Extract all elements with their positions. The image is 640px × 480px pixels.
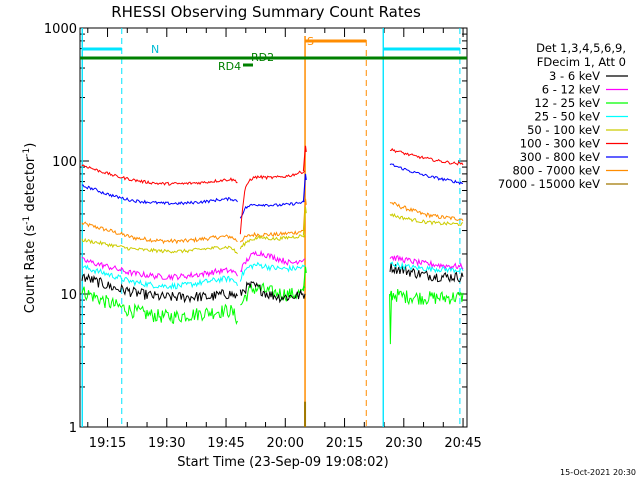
x-tick-label: 20:15 [326,436,363,451]
x-tick-label: 20:30 [385,436,422,451]
y-tick-label: 1 [69,421,77,436]
y-label-part-3: ) [23,143,38,148]
rd4-label: RD4 [218,60,241,73]
y-axis-label: Count Rate (s-1 detector-1) [22,143,38,314]
series-line-segment [239,280,306,304]
flare-spike [302,266,307,292]
series-lines [81,145,464,427]
y-label-sup-2: -1 [22,148,32,157]
legend-label: 300 - 800 keV [520,150,600,164]
y-axis: 1 10 100 1000 [44,22,467,436]
plot-frame [79,27,468,428]
x-tick-label: 20:00 [267,436,304,451]
chart-title: RHESSI Observing Summary Count Rates [111,3,421,21]
night-label: N [151,43,159,56]
series-25-50keV [81,261,464,290]
flare-spike [302,173,307,203]
legend-label: 12 - 25 keV [534,96,600,110]
rd2-label: RD2 [251,51,274,64]
series-line-segment [389,213,464,227]
legend-label: 6 - 12 keV [542,83,600,97]
x-axis-label: Start Time (23-Sep-09 19:08:02) [177,455,388,470]
green-dip [389,291,393,345]
generated-timestamp: 15-Oct-2021 20:30 [560,468,636,477]
series-line-segment [389,261,464,274]
series-3-6keV [81,262,464,304]
series-line-segment [240,249,306,273]
series-100-300keV [81,147,464,235]
legend-header-2: FDecim 1, Att 0 [537,55,626,69]
series-12-25keV [81,282,464,325]
series-line-segment [239,170,306,235]
series-50-100keV [81,213,464,255]
series-line-segment [239,234,306,250]
series-300-800keV [81,163,463,219]
legend-label: 800 - 7000 keV [512,164,600,178]
saa-label: S [307,35,314,48]
series-line-segment [389,254,464,270]
series-line-segment [81,273,238,304]
legend-label: 7000 - 15000 keV [498,177,600,191]
series-line-segment [81,256,238,282]
series-line-segment [81,221,238,245]
legend-label: 3 - 6 keV [549,69,600,83]
series-line-segment [389,289,464,306]
x-axis: 19:15 19:30 19:45 20:00 20:15 20:30 20:45 [87,28,482,451]
x-tick-label: 19:15 [89,436,126,451]
series-line-segment [81,164,238,186]
series-line-segment [239,261,306,282]
series-line-segment [389,262,464,283]
y-tick-label: 1000 [44,22,77,37]
legend-label: 25 - 50 keV [534,110,600,124]
series-line-segment [81,184,238,206]
legend: Det 1,3,4,5,6,9, FDecim 1, Att 0 3 - 6 k… [498,41,628,191]
x-tick-label: 19:45 [207,436,244,451]
event-marker-labels: N S RD4 RD2 [151,35,314,73]
series-line-segment [239,229,306,243]
series-line-segment [389,163,463,185]
series-line-segment [389,147,464,166]
series-line-segment [389,201,464,222]
y-tick-label: 10 [60,288,77,303]
y-label-part-1: Count Rate (s [23,225,38,314]
flare-spike [302,145,307,172]
flare-spike [302,207,307,236]
series-800-7000keV [81,201,464,245]
legend-label: 100 - 300 keV [520,137,600,151]
y-tick-label: 100 [52,155,77,170]
x-tick-label: 20:45 [444,436,481,451]
series-line-segment [81,237,238,255]
legend-header-1: Det 1,3,4,5,6,9, [536,41,626,55]
series-6-12keV [81,249,464,282]
x-tick-label: 19:30 [148,436,185,451]
series-line-segment [81,286,238,325]
event-markers [80,28,467,427]
series-line-segment [239,200,306,219]
series-line-segment [81,264,238,290]
legend-label: 50 - 100 keV [527,123,600,137]
y-label-sup-1: -1 [22,216,32,225]
y-label-part-2: detector [23,156,38,216]
